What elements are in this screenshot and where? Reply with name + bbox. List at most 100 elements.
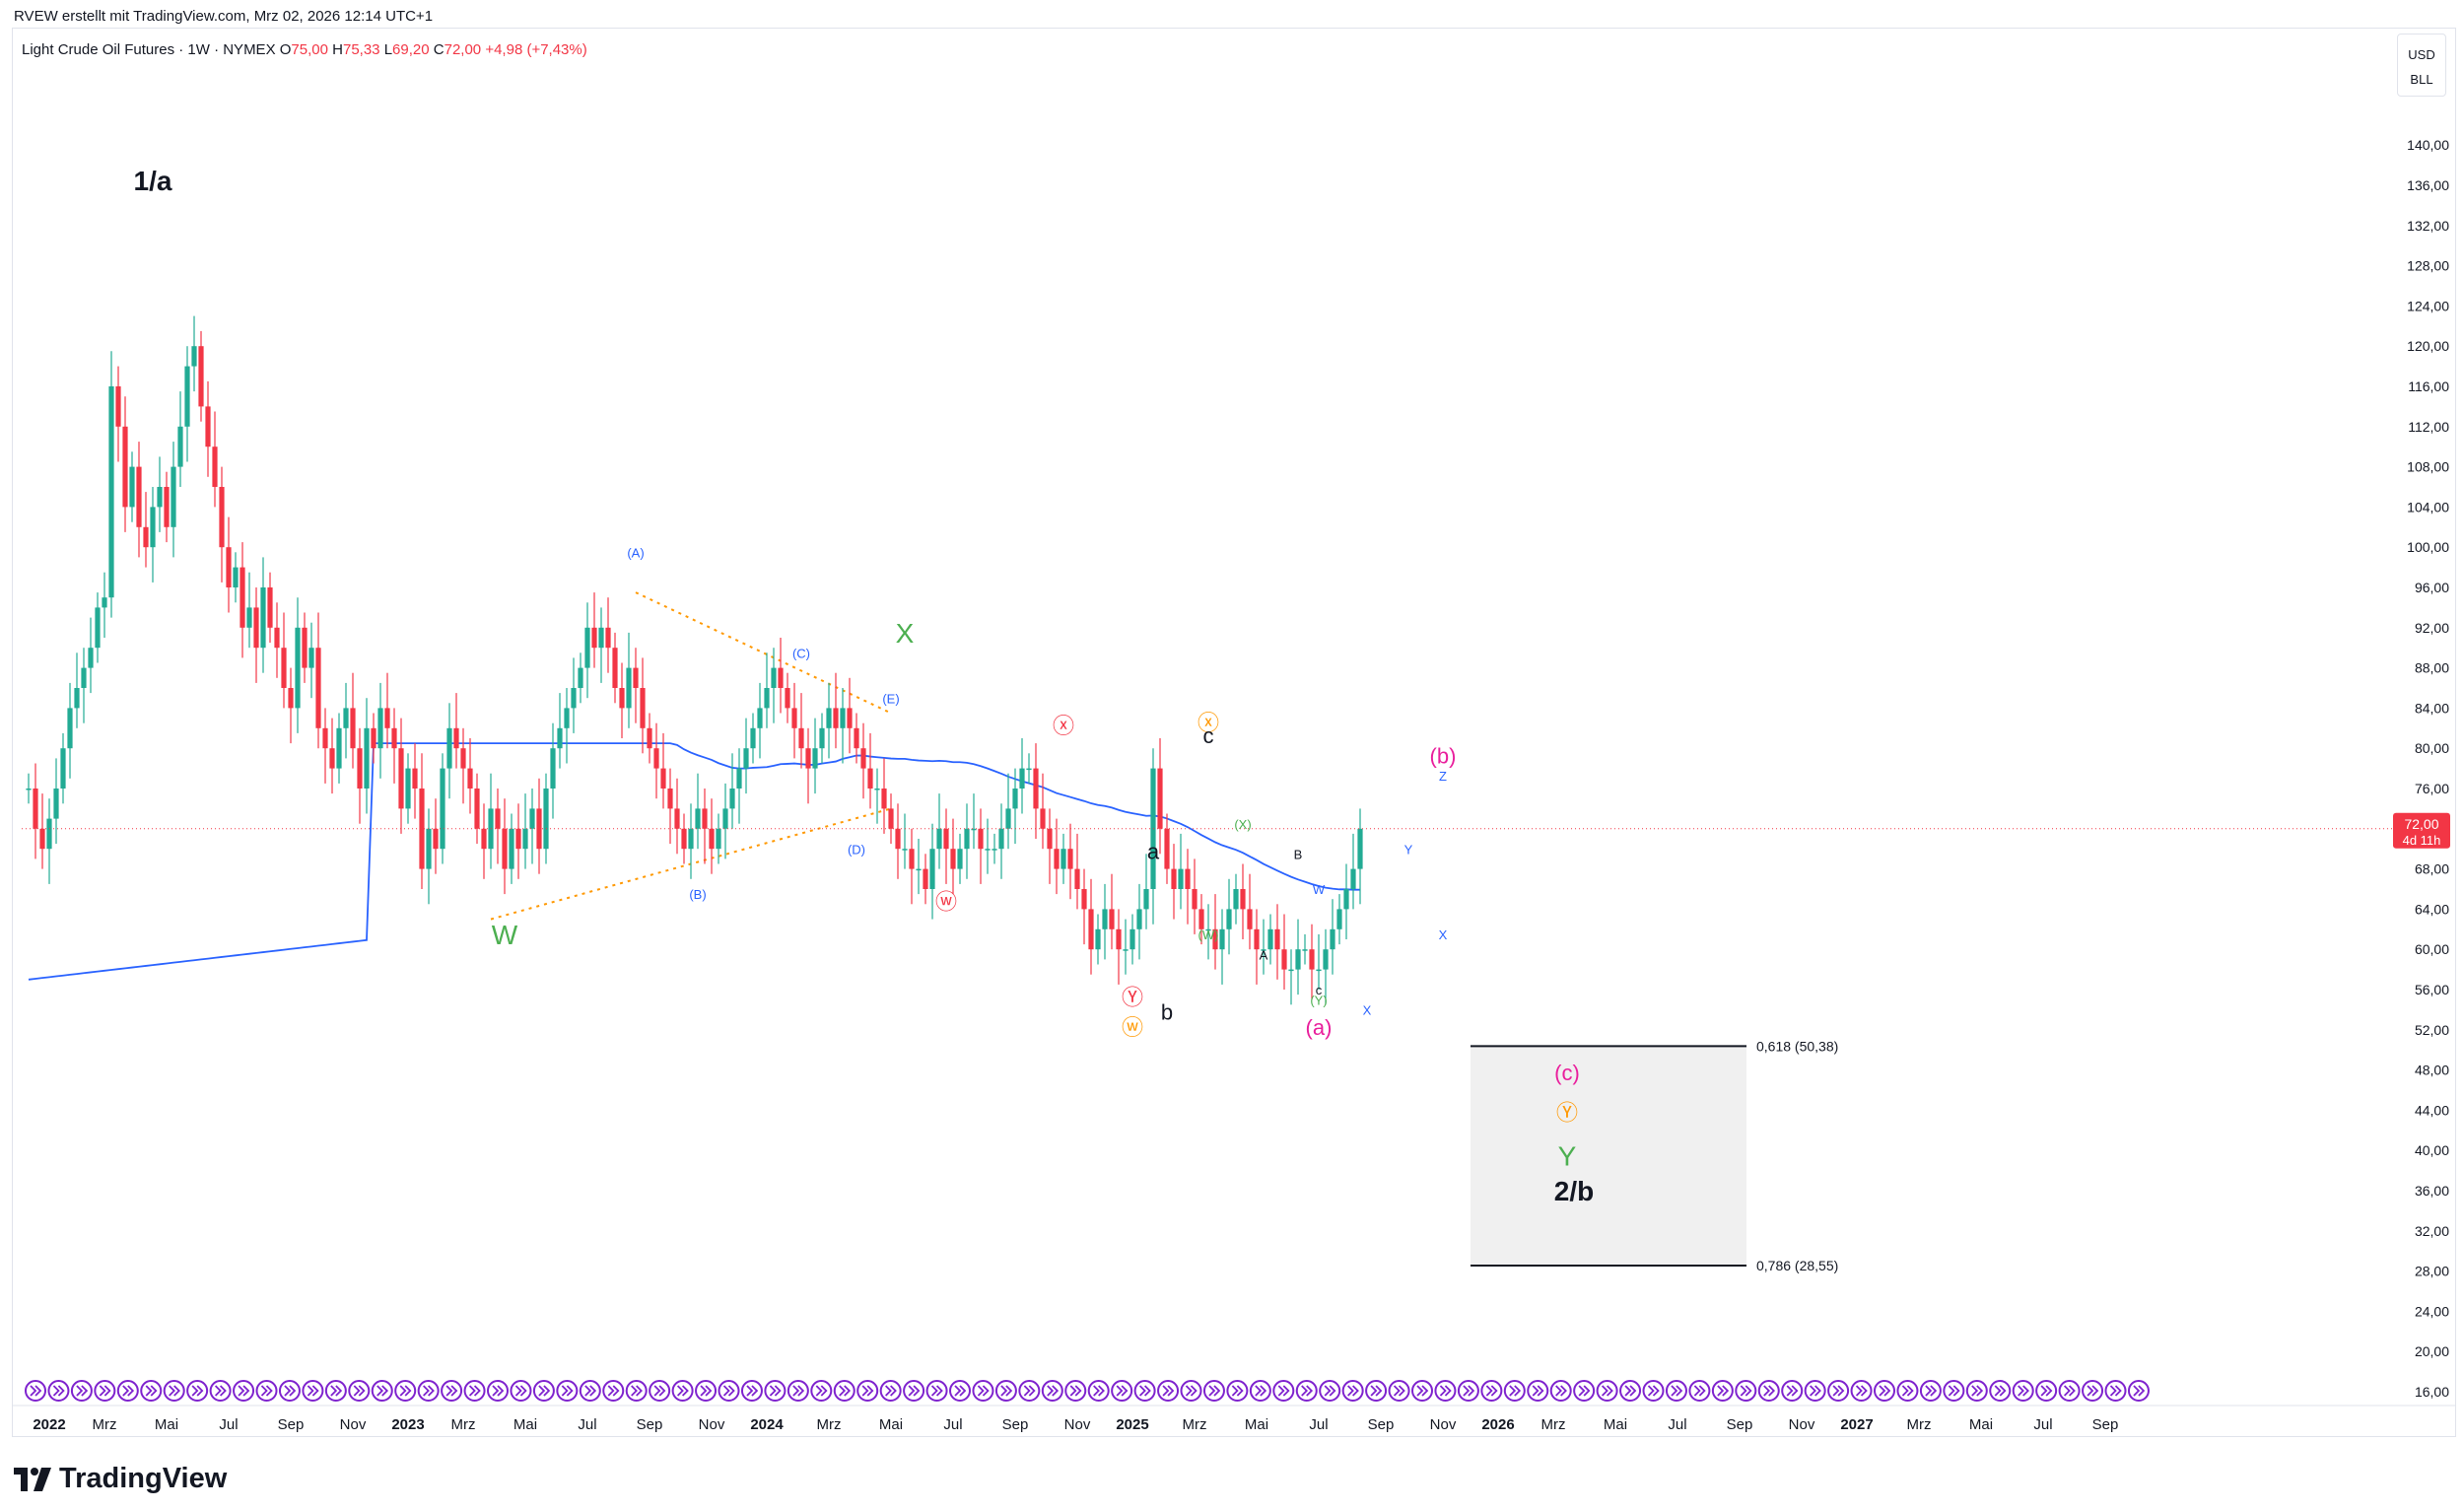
economic-event-icon[interactable]: [1943, 1380, 1965, 1402]
economic-event-icon[interactable]: [1041, 1380, 1063, 1402]
economic-event-icon[interactable]: [1226, 1380, 1249, 1402]
tradingview-logo[interactable]: TradingView: [14, 1463, 227, 1495]
economic-event-icon[interactable]: [972, 1380, 994, 1402]
economic-event-icon[interactable]: [949, 1380, 971, 1402]
economic-event-icon[interactable]: [579, 1380, 601, 1402]
economic-event-icon[interactable]: [602, 1380, 625, 1402]
economic-event-icon[interactable]: [510, 1380, 532, 1402]
economic-event-icon[interactable]: [764, 1380, 787, 1402]
economic-event-icon[interactable]: [1064, 1380, 1087, 1402]
economic-event-icon[interactable]: [417, 1380, 440, 1402]
legend-symbol[interactable]: Light Crude Oil Futures · 1W · NYMEX: [22, 41, 276, 58]
economic-event-icon[interactable]: [1874, 1380, 1895, 1402]
economic-event-icon[interactable]: [2058, 1380, 2081, 1402]
economic-event-icon[interactable]: [1989, 1380, 2012, 1402]
economic-event-icon[interactable]: [255, 1380, 278, 1402]
economic-event-icon[interactable]: [1087, 1380, 1110, 1402]
economic-event-icon[interactable]: [1549, 1380, 1572, 1402]
economic-event-icon[interactable]: [1965, 1380, 1988, 1402]
economic-event-icon[interactable]: [1202, 1380, 1225, 1402]
economic-event-icon[interactable]: [1133, 1380, 1156, 1402]
economic-event-icon[interactable]: [324, 1380, 347, 1402]
economic-event-icon[interactable]: [1735, 1380, 1757, 1402]
economic-event-icon[interactable]: [1896, 1380, 1919, 1402]
economic-event-icon[interactable]: [718, 1380, 740, 1402]
economic-event-icon[interactable]: [1711, 1380, 1734, 1402]
economic-event-icon[interactable]: [371, 1380, 393, 1402]
economic-event-icon[interactable]: [70, 1380, 93, 1402]
economic-event-icon[interactable]: [2127, 1380, 2150, 1402]
economic-event-icon[interactable]: [1018, 1380, 1041, 1402]
economic-event-icon[interactable]: [925, 1380, 948, 1402]
economic-event-icon[interactable]: [1365, 1380, 1388, 1402]
economic-event-icon[interactable]: [1757, 1380, 1780, 1402]
economic-event-icon[interactable]: [1249, 1380, 1271, 1402]
economic-event-icon[interactable]: [302, 1380, 324, 1402]
economic-event-icon[interactable]: [25, 1380, 46, 1402]
economic-event-icon[interactable]: [1827, 1380, 1850, 1402]
economic-event-icon[interactable]: [740, 1380, 763, 1402]
economic-event-icon[interactable]: [2104, 1380, 2127, 1402]
economic-event-icon[interactable]: [1573, 1380, 1596, 1402]
economic-event-icon[interactable]: [1527, 1380, 1549, 1402]
economic-event-icon[interactable]: [186, 1380, 209, 1402]
economic-event-icon[interactable]: [1341, 1380, 1364, 1402]
economic-event-icon[interactable]: [625, 1380, 648, 1402]
economic-event-icon[interactable]: [2035, 1380, 2058, 1402]
economic-event-icon[interactable]: [209, 1380, 232, 1402]
economic-event-icon[interactable]: [649, 1380, 671, 1402]
economic-event-icon[interactable]: [532, 1380, 555, 1402]
economic-event-icon[interactable]: [1619, 1380, 1642, 1402]
economic-event-icon[interactable]: [787, 1380, 809, 1402]
economic-event-icon[interactable]: [1180, 1380, 1202, 1402]
economic-event-icon[interactable]: [487, 1380, 509, 1402]
economic-event-icon[interactable]: [994, 1380, 1017, 1402]
economic-event-icon[interactable]: [278, 1380, 301, 1402]
economic-event-icon[interactable]: [2012, 1380, 2034, 1402]
candle-body: [805, 748, 811, 769]
economic-event-icon[interactable]: [833, 1380, 856, 1402]
economic-event-icon[interactable]: [1781, 1380, 1804, 1402]
economic-event-icon[interactable]: [1457, 1380, 1479, 1402]
economic-event-icon[interactable]: [856, 1380, 879, 1402]
economic-event-icon[interactable]: [1388, 1380, 1410, 1402]
economic-event-icon[interactable]: [1642, 1380, 1665, 1402]
economic-event-icon[interactable]: [47, 1380, 70, 1402]
economic-event-icon[interactable]: [1665, 1380, 1687, 1402]
economic-event-icon[interactable]: [1157, 1380, 1180, 1402]
economic-event-icon[interactable]: [1503, 1380, 1526, 1402]
economic-event-icon[interactable]: [463, 1380, 486, 1402]
economic-event-icon[interactable]: [348, 1380, 371, 1402]
economic-event-icon[interactable]: [1480, 1380, 1503, 1402]
economic-event-icon[interactable]: [2082, 1380, 2104, 1402]
economic-event-icon[interactable]: [1688, 1380, 1711, 1402]
economic-event-icon[interactable]: [163, 1380, 185, 1402]
y-tick-label: 104,00: [2407, 499, 2449, 515]
economic-event-icon[interactable]: [810, 1380, 833, 1402]
economic-event-icon[interactable]: [1919, 1380, 1942, 1402]
x-tick-label: Mai: [1604, 1416, 1627, 1433]
economic-event-icon[interactable]: [140, 1380, 163, 1402]
currency-unit-box[interactable]: USD BLL: [2397, 34, 2446, 97]
economic-event-icon[interactable]: [695, 1380, 718, 1402]
economic-event-icon[interactable]: [1411, 1380, 1433, 1402]
economic-event-icon[interactable]: [116, 1380, 139, 1402]
economic-event-icon[interactable]: [879, 1380, 902, 1402]
economic-event-icon[interactable]: [1850, 1380, 1873, 1402]
economic-event-icon[interactable]: [556, 1380, 579, 1402]
candle-body: [1254, 928, 1260, 950]
economic-event-icon[interactable]: [1272, 1380, 1295, 1402]
economic-event-icon[interactable]: [1596, 1380, 1618, 1402]
economic-event-icon[interactable]: [94, 1380, 116, 1402]
economic-event-icon[interactable]: [1434, 1380, 1457, 1402]
economic-event-icon[interactable]: [1295, 1380, 1318, 1402]
economic-event-icon[interactable]: [1111, 1380, 1133, 1402]
economic-event-icon[interactable]: [671, 1380, 694, 1402]
economic-event-icon[interactable]: [1319, 1380, 1341, 1402]
economic-event-icon[interactable]: [441, 1380, 463, 1402]
economic-event-icon[interactable]: [233, 1380, 255, 1402]
economic-event-icon[interactable]: [1804, 1380, 1826, 1402]
economic-event-icon[interactable]: [394, 1380, 417, 1402]
economic-event-icon[interactable]: [903, 1380, 925, 1402]
